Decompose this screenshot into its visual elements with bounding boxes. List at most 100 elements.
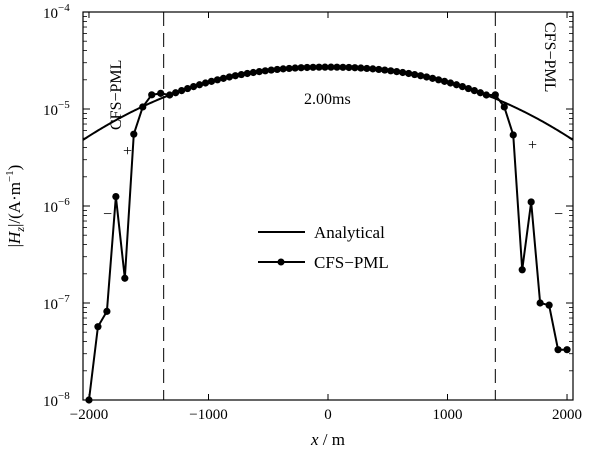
y-tick-label: 10−8 xyxy=(43,390,70,410)
legend-label-analytical: Analytical xyxy=(314,223,385,242)
cfs-pml-point xyxy=(536,299,544,307)
cfs-pml-point xyxy=(381,66,389,74)
annotation-left-plus: + xyxy=(123,143,132,160)
cfs-pml-point xyxy=(261,67,269,75)
annotation-right-plus: + xyxy=(528,137,537,154)
cfs-pml-point xyxy=(345,63,353,72)
cfs-pml-point xyxy=(148,91,156,99)
cfs-pml-point xyxy=(405,69,413,78)
cfs-pml-point xyxy=(399,68,407,77)
y-tick-label: 10−4 xyxy=(43,2,70,22)
cfs-pml-point xyxy=(321,63,329,71)
cfs-pml-point xyxy=(470,87,478,95)
cfs-pml-point xyxy=(189,82,198,91)
cfs-pml-point xyxy=(315,63,323,71)
cfs-pml-point xyxy=(121,274,129,282)
cfs-pml-point xyxy=(545,301,553,309)
cfs-pml-point xyxy=(482,91,490,99)
y-tick-label: 10−6 xyxy=(43,196,70,216)
y-ticks: 10−8 10−7 10−6 10−5 10−4 xyxy=(43,2,573,410)
y-axis-label: |Hz|/(A·m−1) xyxy=(4,165,27,248)
cfs-pml-point xyxy=(157,89,165,97)
legend-label-cfs-pml: CFS−PML xyxy=(314,253,389,272)
cfs-pml-point xyxy=(130,130,138,138)
cfs-pml-point xyxy=(225,73,233,81)
plot-frame xyxy=(82,11,574,401)
x-tick-label: −1000 xyxy=(189,407,227,423)
x-tick-label: 0 xyxy=(324,407,332,423)
cfs-pml-point xyxy=(375,65,383,74)
cfs-pml-point xyxy=(201,79,210,87)
cfs-pml-point xyxy=(527,198,535,206)
cfs-pml-point xyxy=(363,64,371,73)
cfs-pml-point xyxy=(85,396,93,404)
annotation-left-region: CFS−PML xyxy=(108,60,125,130)
cfs-pml-point xyxy=(491,91,499,99)
annotation-right-region: CFS−PML xyxy=(541,22,558,92)
cfs-pml-point xyxy=(518,266,526,274)
cfs-pml-point xyxy=(195,81,204,89)
x-tick-label: 2000 xyxy=(552,407,582,423)
cfs-pml-point xyxy=(243,69,251,78)
cfs-pml-point xyxy=(303,63,311,72)
cfs-pml-point xyxy=(509,131,517,139)
cfs-pml-point xyxy=(103,307,111,315)
x-ticks: −2000 −1000 0 1000 2000 xyxy=(70,12,582,423)
legend-marker-cfs-pml xyxy=(277,258,285,266)
cfs-pml-point xyxy=(563,346,571,354)
cfs-pml-point xyxy=(351,64,359,72)
x-tick-label: 1000 xyxy=(433,407,463,423)
cfs-pml-point xyxy=(166,91,174,99)
annotation-time: 2.00ms xyxy=(304,91,351,108)
cfs-pml-point xyxy=(94,323,102,331)
annotation-right-minus: − xyxy=(554,206,563,223)
cfs-pml-point xyxy=(237,70,245,79)
cfs-pml-point xyxy=(207,77,216,85)
cfs-pml-point xyxy=(219,74,228,82)
cfs-pml-point xyxy=(423,73,431,81)
cfs-pml-point xyxy=(231,72,239,80)
cfs-pml-point xyxy=(183,84,192,93)
cfs-pml-point xyxy=(458,82,467,91)
cfs-pml-point xyxy=(112,193,120,201)
cfs-pml-point xyxy=(417,72,425,80)
y-tick-label: 10−5 xyxy=(43,99,70,119)
cfs-pml-point xyxy=(434,76,443,84)
cfs-pml-point xyxy=(440,77,449,85)
cfs-pml-point xyxy=(255,68,263,76)
cfs-pml-point xyxy=(297,64,305,72)
cfs-pml-point xyxy=(139,103,147,111)
cfs-pml-point xyxy=(500,103,508,111)
cfs-pml-point xyxy=(213,76,222,84)
x-tick-label: −2000 xyxy=(70,407,108,423)
cfs-pml-point xyxy=(279,65,287,73)
cfs-pml-point xyxy=(291,64,299,72)
cfs-pml-point xyxy=(411,70,419,79)
cfs-pml-point xyxy=(333,63,341,71)
cfs-pml-point xyxy=(554,346,562,354)
annotation-left-minus: − xyxy=(103,206,112,223)
cfs-pml-point xyxy=(285,64,293,73)
cfs-pml-point xyxy=(267,66,275,74)
cfs-pml-point xyxy=(369,65,377,73)
cfs-pml-point xyxy=(452,81,461,89)
series-layer xyxy=(82,63,574,404)
cfs-pml-point xyxy=(309,63,317,71)
cfs-pml-point xyxy=(327,63,335,71)
cfs-pml-point xyxy=(249,68,257,77)
y-tick-label: 10−7 xyxy=(43,293,70,313)
cfs-pml-point xyxy=(476,89,484,97)
cfs-pml-point xyxy=(357,64,365,72)
x-axis-label: x / m xyxy=(310,430,345,449)
cfs-pml-point xyxy=(387,67,395,75)
pml-boundaries xyxy=(163,12,496,400)
legend: Analytical CFS−PML xyxy=(258,223,389,272)
cfs-pml-point xyxy=(178,87,186,95)
cfs-pml-point xyxy=(428,74,437,82)
cfs-pml-point xyxy=(172,89,180,97)
cfs-pml-point xyxy=(393,68,401,76)
cfs-pml-point xyxy=(464,84,473,93)
cfs-pml-point xyxy=(273,65,281,74)
cfs-pml-point xyxy=(339,63,347,71)
